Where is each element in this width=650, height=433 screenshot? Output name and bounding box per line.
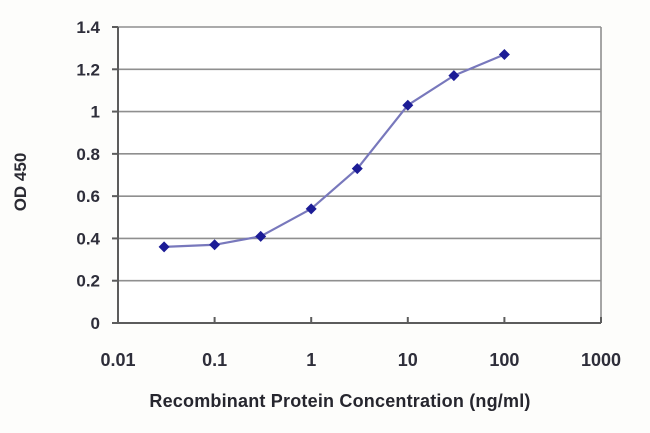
y-tick-label-1.4: 1.4 (76, 18, 100, 37)
plot-background (118, 27, 601, 323)
x-tick-label-100: 100 (489, 350, 519, 370)
data-point-marker-30 (448, 70, 460, 82)
y-tick-label-0.4: 0.4 (76, 229, 100, 248)
data-point-marker-10 (402, 99, 414, 111)
x-tick-label-0.01: 0.01 (100, 350, 135, 370)
x-tick-label-1000: 1000 (581, 350, 621, 370)
data-point-marker-1 (305, 203, 317, 215)
y-axis-title: OD 450 (11, 152, 30, 212)
data-point-marker-0.3 (255, 230, 267, 242)
y-tick-label-1.2: 1.2 (76, 60, 100, 79)
y-tick-label-0.8: 0.8 (76, 145, 100, 164)
data-point-marker-100 (498, 48, 510, 60)
data-point-marker-3 (351, 163, 363, 175)
y-tick-label-0.6: 0.6 (76, 187, 100, 206)
y-tick-label-1: 1 (91, 103, 100, 122)
data-point-marker-0.1 (209, 239, 221, 251)
x-axis-title: Recombinant Protein Concentration (ng/ml… (149, 391, 531, 411)
series-line-OD 450 (162, 53, 506, 248)
data-point-marker-0.03 (158, 241, 170, 253)
y-tick-label-0.2: 0.2 (76, 272, 100, 291)
x-tick-label-1: 1 (306, 350, 316, 370)
x-tick-label-0.1: 0.1 (202, 350, 227, 370)
x-tick-label-10: 10 (398, 350, 418, 370)
y-tick-label-0: 0 (91, 314, 100, 333)
